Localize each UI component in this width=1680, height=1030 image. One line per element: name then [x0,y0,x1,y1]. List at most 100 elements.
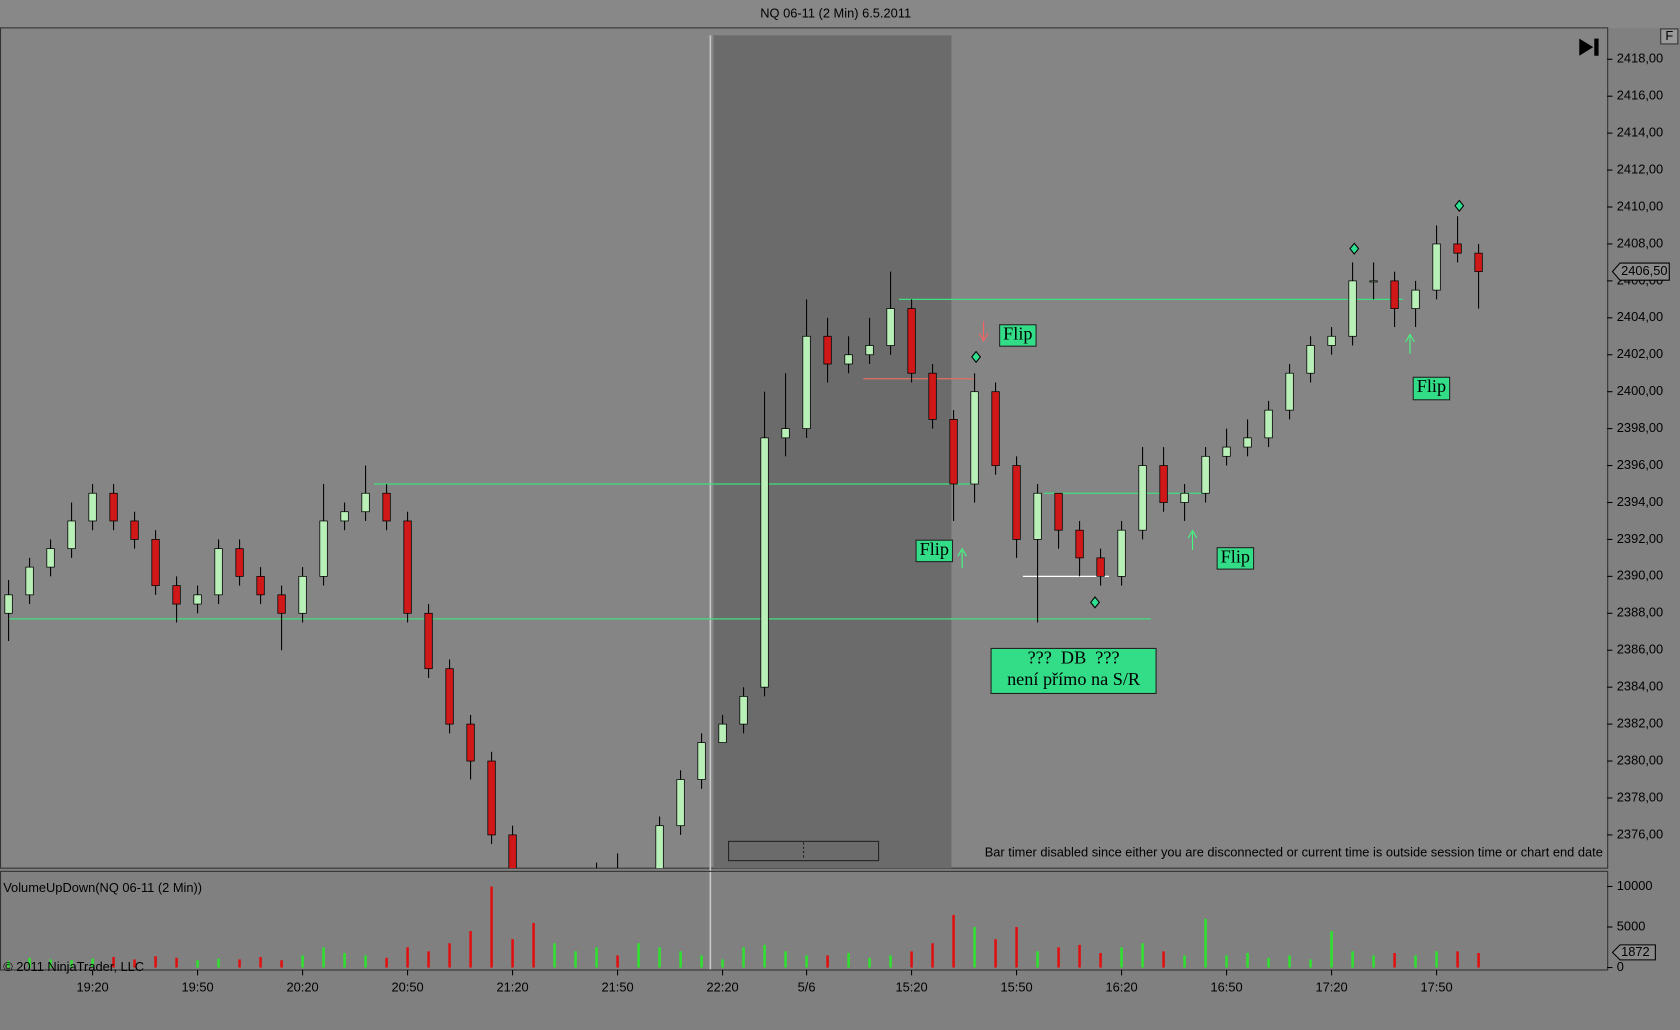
candle-body [109,492,118,522]
candle-body [172,585,181,605]
volume-bar [910,951,913,968]
volume-bar [112,957,115,968]
y-tick-label: 2412,00 [1617,161,1663,176]
volume-bar [364,955,367,968]
y-tick-label: 2386,00 [1617,642,1663,657]
arrow-up [1405,333,1415,354]
scroll-end-button[interactable] [1579,38,1599,56]
candle-body [319,520,328,577]
volume-bar [973,927,976,968]
volume-y-tick-label: 10000 [1617,878,1653,893]
title-bar [0,0,1680,28]
candle-body [760,437,769,688]
indicator-title: VolumeUpDown(NQ 06-11 (2 Min)) [3,880,202,895]
chart-title: NQ 06-11 (2 Min) 6.5.2011 [760,5,911,20]
volume-bar [217,958,220,968]
candle-body [865,345,874,356]
volume-bar [196,960,199,968]
copyright: © 2011 NinjaTrader, LLC [3,959,144,974]
volume-bar [637,943,640,968]
volume-bar [1162,951,1165,968]
last-volume-marker [1611,944,1656,961]
timer-message: Bar timer disabled since either you are … [985,845,1603,860]
volume-bar [427,951,430,968]
volume-bar [1225,955,1228,968]
candle-body [823,335,832,365]
y-tick-label: 2398,00 [1617,420,1663,435]
y-tick-label: 2380,00 [1617,752,1663,767]
session-shade [713,35,952,869]
volume-bar [532,922,535,968]
candle-body [1369,280,1378,283]
annotation-box [1412,376,1451,401]
volume-bar [616,955,619,968]
last-price-marker [1611,262,1670,281]
volume-bar [406,947,409,968]
volume-bar [1393,952,1396,968]
last-price-label: 2406,50 [1621,263,1667,278]
volume-bar [28,957,31,968]
candle-body [1327,335,1336,346]
candle-body [298,575,307,614]
arrow-up [957,547,967,569]
volume-bar [658,947,661,968]
volume-bar [805,955,808,968]
candle-body [1453,243,1462,254]
volume-bar [133,959,136,968]
candle-body [655,825,664,869]
candle-body [46,548,55,568]
volume-bar [1351,951,1354,968]
volume-bar [1183,955,1186,968]
candle-body [1264,409,1273,439]
volume-bar [448,943,451,968]
candle-body [424,612,433,670]
volume-bar [847,952,850,968]
x-tick-label: 21:50 [601,980,633,995]
y-tick-label: 2376,00 [1617,826,1663,841]
candle-body [151,539,160,586]
volume-bar [742,947,745,968]
db-note: není přímo na S/R [1007,669,1141,689]
candle-body [340,511,349,522]
y-tick-label: 2390,00 [1617,568,1663,583]
annotation: Flip [1221,547,1250,567]
volume-bar [1477,952,1480,968]
x-tick-label: 16:20 [1105,980,1137,995]
x-tick-label: 15:20 [895,980,927,995]
annotation: Flip [920,539,949,559]
volume-bar [1309,959,1312,968]
x-tick-label: 20:50 [391,980,423,995]
axes: 2376,00 2378,00 2380,00 2382,00 2384,00 2386,… [76,51,1670,995]
y-tick-label: 2408,00 [1617,235,1663,250]
volume-bar [763,944,766,968]
volume-bar [301,955,304,968]
x-tick-label: 20:20 [286,980,318,995]
annotation-box [915,539,954,563]
volume-panel [0,870,1609,971]
candle-body [130,520,139,540]
candle-body [949,419,958,485]
volume-bar [721,959,724,968]
arrow-up [1187,529,1198,550]
f-button[interactable] [1660,28,1679,45]
candle-body [886,308,895,346]
candle-body [1474,252,1483,273]
volume-bar [1330,931,1333,968]
diamond [1349,242,1360,255]
x-tick-label: 16:50 [1210,980,1242,995]
x-tick-label: 21:20 [496,980,528,995]
volume-bar [826,955,829,968]
y-tick-label: 2416,00 [1617,88,1663,103]
diamond [971,350,982,364]
db-note-box [990,647,1157,694]
y-tick-label: 2400,00 [1617,383,1663,398]
candle-body [991,391,1000,466]
y-tick-label: 2404,00 [1617,309,1663,324]
volume-bar [574,951,577,968]
candle-body [235,548,244,577]
candle-body [67,520,76,550]
arrow-down [978,321,989,342]
diamond [1454,199,1465,213]
candle-body [1285,372,1294,411]
